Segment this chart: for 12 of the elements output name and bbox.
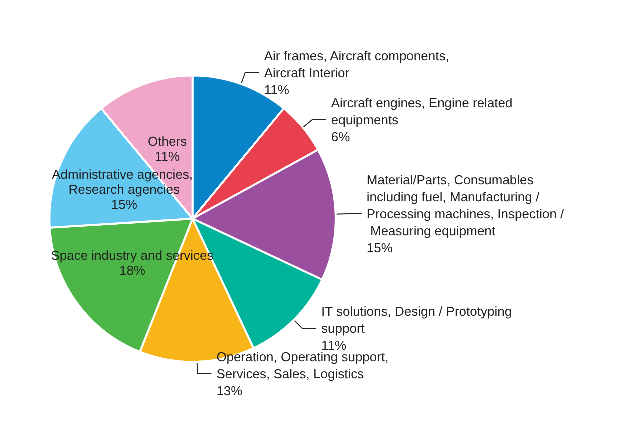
slice-label: Material/Parts, Consumables including fuel, Manufacturing / Processing machines, Inspection / Measuring equipment (366, 172, 565, 239)
data-label: 15% (366, 240, 394, 256)
slice-label: Air frames, Aircraft components, Aircraft Interior (264, 48, 453, 80)
data-label: 18% (119, 262, 146, 278)
data-label: 11% (264, 82, 290, 98)
slice-label: Aircraft engines, Engine related equipments (331, 96, 516, 128)
data-label: 15% (111, 196, 138, 212)
slice-label: IT solutions, Design / Prototyping support (322, 304, 516, 336)
data-label: 13% (216, 383, 244, 398)
slice-label: Others (148, 134, 188, 149)
data-label: 11% (155, 148, 181, 164)
data-label: 6% (331, 130, 351, 145)
